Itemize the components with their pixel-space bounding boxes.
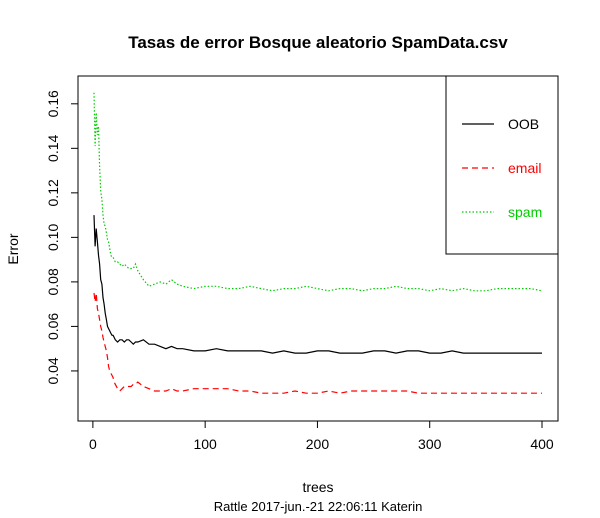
legend-box [445,75,559,255]
x-axis-label: trees [302,479,333,495]
legend: OOB email spam [445,75,559,255]
legend-label-spam: spam [508,204,542,220]
y-tick-label: 0.06 [45,313,61,340]
legend-label-email: email [508,160,541,176]
chart-subtitle: Rattle 2017-jun.-21 22:06:11 Katerin [214,499,423,514]
y-axis-label: Error [5,233,21,264]
legend-label-OOB: OOB [508,116,539,132]
series-layer [93,92,543,394]
chart-title: Tasas de error Bosque aleatorio SpamData… [128,33,508,52]
y-tick-label: 0.04 [45,357,61,384]
y-axis: 0.04 0.06 0.08 0.10 0.12 0.14 0.16 [45,90,79,385]
x-tick-label: 300 [418,436,442,452]
x-tick-label: 400 [530,436,554,452]
series-line-OOB [93,215,542,354]
y-tick-label: 0.14 [45,134,61,161]
x-tick-label: 200 [306,436,330,452]
series-line-email [93,292,542,394]
y-tick-label: 0.12 [45,179,61,206]
x-axis: 0 100 200 300 400 [89,420,554,452]
x-tick-label: 100 [193,436,217,452]
y-tick-label: 0.16 [45,90,61,117]
y-tick-label: 0.08 [45,268,61,295]
x-tick-label: 0 [89,436,97,452]
y-tick-label: 0.10 [45,224,61,251]
series-line-spam [93,92,543,292]
